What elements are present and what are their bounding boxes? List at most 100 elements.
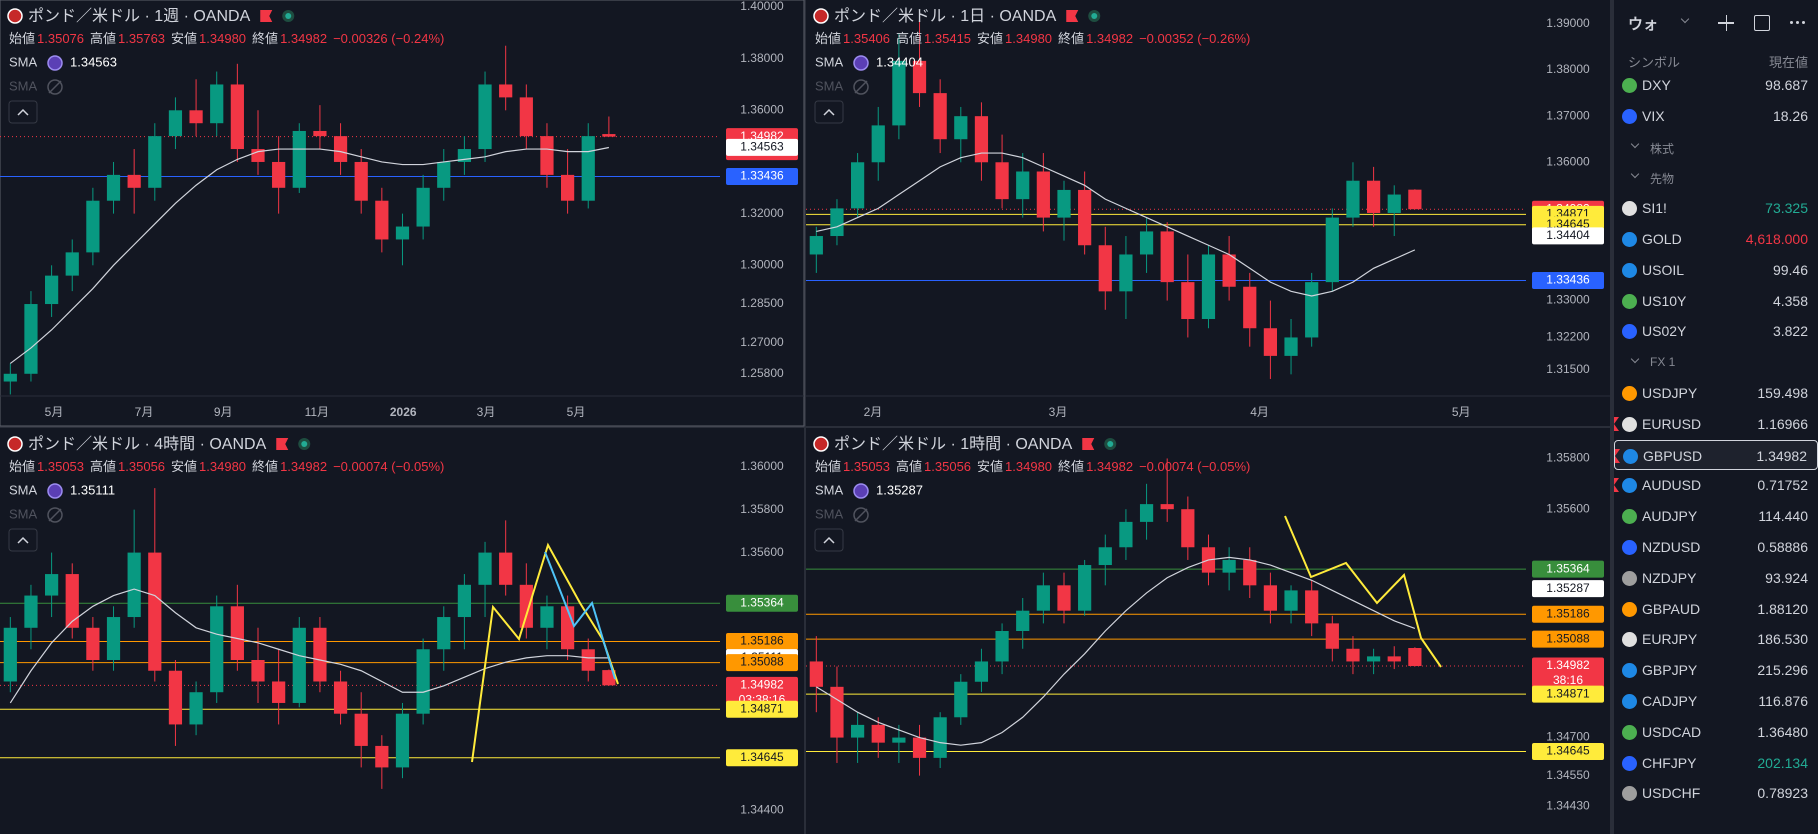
price-tick-label: 1.35800 — [740, 502, 784, 516]
candle-body — [1325, 217, 1339, 283]
ohlc-value: 1.34980 — [1005, 31, 1052, 46]
symbol-row[interactable]: CADJPY 116.876 — [1614, 686, 1818, 716]
symbol-icon — [1622, 478, 1637, 494]
price-tick-label: 1.27000 — [740, 335, 784, 349]
symbol-row[interactable]: NZDJPY 93.924 — [1614, 563, 1818, 593]
ohlc-value: 1.35415 — [924, 31, 971, 46]
collapse-chevron — [823, 108, 835, 116]
candle-body — [1346, 648, 1360, 662]
symbol-row[interactable]: US10Y 4.358 — [1614, 286, 1818, 316]
price-tag — [1532, 743, 1604, 761]
candle-body — [1181, 509, 1195, 548]
symbol-name: USDCAD — [1642, 723, 1702, 740]
price-tag-label: 1.34563 — [740, 140, 784, 154]
symbol-price: 0.58886 — [1757, 539, 1808, 555]
watchlist-title[interactable]: ウォ — [1628, 16, 1659, 33]
indicator-icon — [47, 55, 63, 71]
price-tag-label: 1.35186 — [1546, 606, 1590, 620]
price-tag — [1532, 271, 1604, 289]
price-tag — [726, 633, 798, 651]
symbol-row[interactable]: GBPJPY 215.296 — [1614, 655, 1818, 685]
ohlc-value: 1.35076 — [37, 31, 84, 46]
symbol-row[interactable]: DXY 98.687 — [1614, 70, 1818, 100]
candle-body — [1160, 504, 1174, 510]
candle-body — [954, 681, 968, 718]
symbol-row[interactable]: GOLD 4,618.000 — [1614, 224, 1818, 254]
symbol-row[interactable]: GBPUSD 1.34982 — [1614, 439, 1818, 470]
candle-body — [127, 174, 141, 188]
collapse-chevron — [17, 108, 29, 116]
ohlc-label: 始値 — [9, 31, 35, 46]
ohlc-value: 1.34980 — [1005, 459, 1052, 474]
symbol-row[interactable]: GBPAUD 1.88120 — [1614, 594, 1818, 624]
flag-icon — [276, 438, 289, 450]
ohlc-value: 1.35763 — [118, 31, 165, 46]
section-row[interactable]: 先物 — [1614, 162, 1818, 192]
sma-line — [816, 556, 1416, 746]
symbol-name: NZDUSD — [1642, 539, 1701, 555]
indicator-hidden — [854, 80, 868, 94]
indicator-name: SMA — [815, 482, 844, 497]
price-tag — [726, 700, 798, 718]
candle-body — [974, 661, 989, 682]
candle-body — [1139, 231, 1154, 255]
trend-drawing — [1284, 515, 1442, 668]
ohlc-value: 1.35053 — [37, 459, 84, 474]
candle-body — [44, 275, 59, 305]
symbol-icon — [1622, 694, 1637, 709]
symbol-row[interactable]: NZDUSD 0.58886 — [1614, 532, 1818, 562]
symbol-row[interactable]: AUDJPY 114.440 — [1614, 501, 1818, 531]
section-row[interactable]: 株式 — [1614, 132, 1818, 162]
panel — [806, 428, 1610, 834]
candle-body — [1036, 585, 1050, 611]
title-chevron[interactable] — [1680, 14, 1690, 24]
indicator-icon — [47, 507, 63, 523]
add-icon[interactable] — [1725, 15, 1727, 31]
ohlc-label: 安値 — [171, 31, 197, 46]
candle-body — [560, 606, 575, 650]
candle-body — [189, 692, 203, 725]
symbol-row[interactable]: EURUSD 1.16966 — [1614, 409, 1818, 439]
candle-body — [1016, 610, 1030, 631]
symbol-row[interactable]: VIX 18.26 — [1614, 101, 1818, 131]
more-icon[interactable] — [1796, 21, 1799, 24]
symbol-price: 159.498 — [1757, 385, 1808, 401]
symbol-name: AUDJPY — [1642, 508, 1698, 525]
candle-body — [416, 649, 430, 714]
ohlc-row: 始値 1.35406 高値 1.35415 安値 1.34980 終値 1.34982 −0.0… — [815, 31, 1250, 46]
price-tag — [1532, 560, 1604, 578]
indicator-icon — [853, 483, 869, 499]
candle-body — [333, 136, 348, 162]
candle-body — [3, 627, 17, 682]
indicator-name: SMA — [9, 78, 38, 93]
more-icon[interactable] — [1790, 21, 1793, 24]
price-tag-label: 1.34404 — [1546, 228, 1590, 242]
symbol-row[interactable]: CHFJPY 202.134 — [1614, 748, 1818, 778]
ohlc-value: 1.34980 — [199, 459, 246, 474]
symbol-row[interactable]: AUDUSD 0.71752 — [1614, 470, 1818, 500]
symbol-row[interactable]: SI1! 73.325 — [1614, 193, 1818, 223]
candle-body — [292, 130, 306, 188]
panel — [806, 0, 1610, 426]
symbol-row[interactable]: USDCAD 1.36480 — [1614, 717, 1818, 747]
symbol-row[interactable]: USOIL 99.46 — [1614, 255, 1818, 285]
candle-body — [1325, 623, 1339, 649]
symbol-row[interactable]: US02Y 3.822 — [1614, 316, 1818, 346]
candle-body — [933, 93, 947, 140]
candle-body — [375, 745, 389, 768]
price-tick-label: 1.38000 — [1546, 62, 1590, 76]
symbol-name: VIX — [1642, 107, 1665, 124]
price-tag-label: 1.35088 — [740, 655, 784, 669]
symbol-row[interactable]: EURJPY 186.530 — [1614, 624, 1818, 654]
candle-body — [1284, 590, 1298, 611]
candle-body — [354, 713, 368, 746]
more-icon[interactable] — [1802, 21, 1805, 24]
indicator-icon — [853, 79, 869, 95]
symbol-row[interactable]: USDCHF 0.78923 — [1614, 778, 1818, 808]
layout-icon[interactable] — [1754, 15, 1770, 31]
section-row[interactable]: FX 1 — [1614, 347, 1818, 377]
flag-icon — [1082, 438, 1095, 450]
indicator-icon — [47, 79, 63, 95]
candle-body — [830, 208, 844, 237]
symbol-row[interactable]: USDJPY 159.498 — [1614, 378, 1818, 408]
